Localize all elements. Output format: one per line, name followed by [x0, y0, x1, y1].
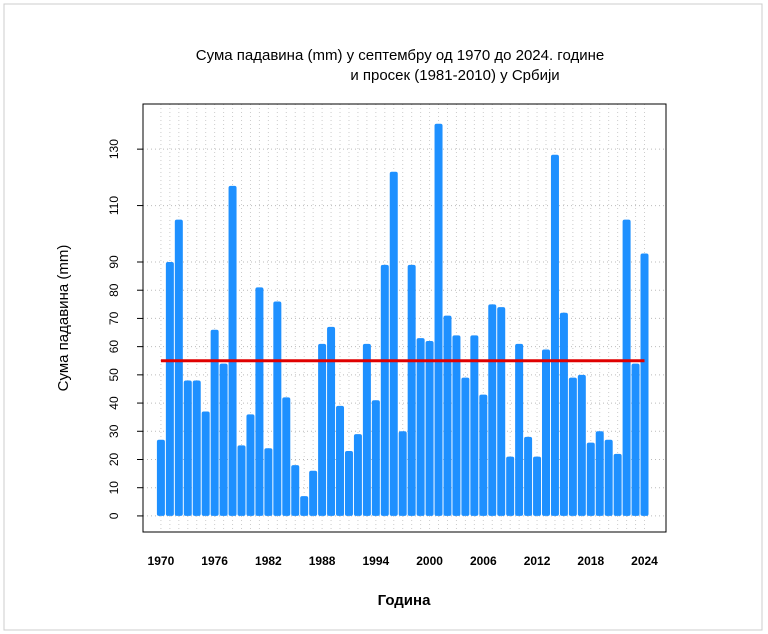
bar: [443, 315, 452, 516]
bar: [533, 456, 542, 516]
bar: [461, 377, 470, 516]
plot-border: [142, 103, 667, 533]
y-tick-label: 70: [107, 311, 121, 325]
bar: [336, 405, 345, 516]
bar: [273, 301, 282, 516]
bar: [219, 363, 228, 516]
bar: [362, 343, 371, 516]
bar: [246, 414, 255, 516]
bar: [309, 470, 318, 516]
bar: [488, 304, 497, 516]
bar: [631, 363, 640, 516]
x-tick-label: 1994: [362, 554, 389, 568]
bar: [300, 496, 309, 516]
bar: [371, 400, 380, 516]
bar: [586, 442, 595, 516]
y-tick-label: 110: [107, 196, 121, 215]
bar: [291, 465, 300, 516]
bar: [425, 340, 434, 516]
x-tick-label: 2018: [577, 554, 604, 568]
y-tick-label: 0: [107, 512, 121, 519]
x-tick-label: 2000: [416, 554, 443, 568]
x-tick-label: 2006: [470, 554, 497, 568]
bar: [183, 380, 192, 516]
y-tick-label: 60: [107, 340, 121, 354]
y-tick-label: 30: [107, 424, 121, 438]
y-tick-label: 40: [107, 396, 121, 410]
x-tick-label: 1976: [201, 554, 228, 568]
y-axis-label: Сума падавина (mm): [55, 245, 72, 392]
y-tick-label: 90: [107, 255, 121, 269]
bar: [344, 451, 353, 516]
chart-subtitle: и просек (1981-2010) у Србији: [350, 67, 559, 84]
bar: [210, 329, 219, 516]
bar: [327, 326, 336, 516]
x-tick-label: 1988: [309, 554, 336, 568]
chart-title: Сума падавина (mm) у септембру од 1970 д…: [196, 47, 604, 64]
bar: [506, 456, 515, 516]
bar: [165, 261, 174, 516]
bar: [282, 397, 291, 516]
bar: [353, 434, 362, 516]
y-tick-label: 130: [107, 139, 121, 159]
bar: [622, 219, 631, 516]
bar: [264, 448, 273, 516]
bar: [434, 123, 443, 516]
bar: [228, 185, 237, 516]
bar: [398, 431, 407, 516]
x-axis-label: Година: [378, 592, 432, 609]
x-tick-label: 1970: [148, 554, 175, 568]
bar: [640, 253, 649, 516]
bar: [470, 335, 479, 516]
y-tick-label: 80: [107, 283, 121, 297]
bar: [604, 439, 613, 516]
bar: [255, 287, 264, 516]
bar: [479, 394, 488, 516]
bar: [515, 343, 524, 516]
bar: [156, 439, 165, 516]
bar: [595, 431, 604, 516]
bar: [201, 411, 210, 516]
bar: [559, 312, 568, 516]
bar: [497, 307, 506, 516]
y-tick-label: 20: [107, 452, 121, 466]
bar: [192, 380, 201, 516]
bar: [550, 154, 559, 516]
x-tick-label: 1982: [255, 554, 282, 568]
bar: [524, 436, 533, 516]
bar: [416, 338, 425, 516]
bar: [568, 377, 577, 516]
frame: [3, 3, 763, 631]
bar: [577, 374, 586, 516]
bar: [407, 264, 416, 516]
y-tick-label: 50: [107, 368, 121, 382]
x-tick-label: 2012: [524, 554, 551, 568]
bar: [452, 335, 461, 516]
y-tick-label: 10: [107, 481, 121, 495]
bar: [380, 264, 389, 516]
bar: [237, 445, 246, 516]
x-tick-label: 2024: [631, 554, 658, 568]
bar: [174, 219, 183, 516]
bar: [613, 453, 622, 516]
bar: [389, 171, 398, 516]
bar: [318, 343, 327, 516]
bar: [541, 349, 550, 516]
